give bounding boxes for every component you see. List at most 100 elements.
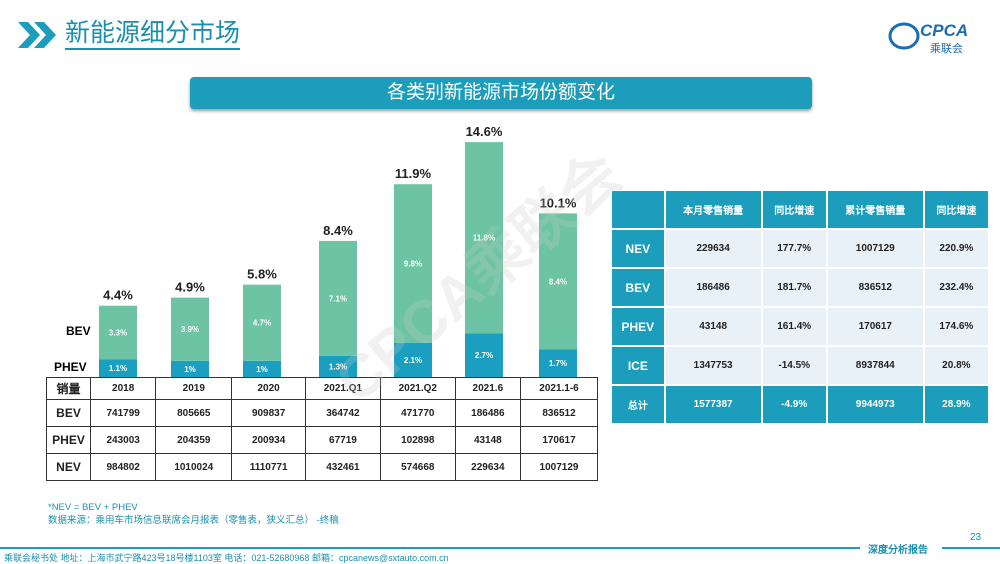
- table-row: PHEV 43148 161.4% 170617 174.6%: [612, 308, 988, 345]
- table-cell: 232.4%: [924, 269, 988, 306]
- table-cell: 170617: [520, 426, 598, 454]
- double-chevron-icon: [18, 22, 56, 48]
- table-header-row: 销量 2018 2019 2020 2021.Q1 2021.Q2 2021.6 2021.1…: [46, 377, 598, 400]
- stacked-bar-chart: 1.1% 3.3% 4.4% 1% 3.9% 4.9% 1% 4.7% 5.8% 1.3% 7.1%…: [99, 124, 577, 377]
- table-cell: 102898: [379, 426, 456, 454]
- table-cell: 累计零售销量: [827, 191, 923, 228]
- bar-phev: [99, 359, 137, 377]
- data-label-phev: 2.7%: [475, 351, 493, 360]
- table-cell: 741799: [89, 399, 157, 427]
- bar-phev: [171, 360, 209, 377]
- report-label: 深度分析报告: [868, 545, 928, 556]
- data-label-bev: 8.4%: [549, 277, 567, 286]
- table-cell: 2021.Q2: [379, 377, 456, 400]
- table-cell: 177.7%: [762, 230, 826, 267]
- table-cell: 181.7%: [762, 269, 826, 306]
- table-cell: 805665: [155, 399, 233, 427]
- table-row: NEV 229634 177.7% 1007129 220.9%: [612, 230, 988, 267]
- table-cell: 229634: [665, 230, 761, 267]
- page-title: 新能源细分市场: [65, 18, 241, 50]
- table-row: ICE 1347753 -14.5% 8937844 20.8%: [612, 347, 988, 384]
- table-cell: -14.5%: [762, 347, 826, 384]
- table-cell: 28.9%: [924, 386, 988, 423]
- data-label-bev: 7.1%: [329, 294, 347, 303]
- bar-phev: [465, 333, 503, 377]
- bar-bev: [243, 284, 281, 361]
- data-label-phev: 1.7%: [549, 359, 567, 368]
- legend-bev: BEV: [66, 324, 91, 338]
- table-cell: BEV: [612, 269, 664, 306]
- total-label: 8.4%: [323, 223, 353, 238]
- table-header-row: 本月零售销量 同比增速 累计零售销量 同比增速: [612, 191, 988, 228]
- table-cell: 销量: [46, 377, 91, 400]
- table-cell: BEV: [46, 399, 91, 427]
- data-label-bev: 11.8%: [473, 234, 495, 243]
- table-cell: ICE: [612, 347, 664, 384]
- bar-bev: [465, 142, 503, 334]
- table-cell: 1007129: [520, 453, 598, 481]
- bar-bev: [171, 297, 209, 361]
- data-label-phev: 1.1%: [109, 364, 127, 373]
- table-cell: 1010024: [155, 453, 233, 481]
- footer-contact: 乘联会秘书处 地址：上海市武宁路423号18号楼1103室 电话：021-526…: [4, 553, 449, 563]
- page-number: 23: [970, 532, 982, 543]
- table-cell: 170617: [827, 308, 923, 345]
- chart-title-banner: 各类别新能源市场份额变化: [190, 77, 812, 109]
- table-cell: 1577387: [665, 386, 761, 423]
- data-label-phev: 1%: [184, 365, 196, 374]
- data-label-bev: 9.8%: [404, 260, 422, 269]
- table-cell: NEV: [46, 453, 91, 481]
- table-cell: 同比增速: [762, 191, 826, 228]
- table-cell: PHEV: [612, 308, 664, 345]
- table-cell: 984802: [89, 453, 157, 481]
- table-cell: 229634: [454, 453, 522, 481]
- total-label: 4.4%: [103, 288, 133, 303]
- table-cell: 204359: [155, 426, 233, 454]
- table-cell: 1110771: [231, 453, 307, 481]
- table-cell: 186486: [665, 269, 761, 306]
- table-cell: 432461: [305, 453, 381, 481]
- table-cell: 43148: [454, 426, 522, 454]
- data-label-phev: 1%: [256, 365, 268, 374]
- bar-phev: [319, 355, 357, 377]
- bar-phev: [243, 360, 281, 377]
- data-label-phev: 1.3%: [329, 362, 347, 371]
- table-cell: -4.9%: [762, 386, 826, 423]
- table-cell: 2019: [155, 377, 233, 400]
- table-cell: 2021.6: [454, 377, 522, 400]
- bar-phev: [394, 342, 432, 377]
- table-cell: 本月零售销量: [665, 191, 761, 228]
- total-label: 5.8%: [247, 267, 277, 282]
- table-cell: 总计: [612, 386, 664, 423]
- table-cell: 20.8%: [924, 347, 988, 384]
- table-row: BEV 741799 805665 909837 364742 471770 186486 8…: [46, 399, 598, 427]
- table-cell: 同比增速: [924, 191, 988, 228]
- bar-bev: [99, 305, 137, 360]
- table-cell: 220.9%: [924, 230, 988, 267]
- table-cell: 836512: [520, 399, 598, 427]
- note-formula: *NEV = BEV + PHEV: [48, 502, 138, 513]
- table-cell: PHEV: [46, 426, 91, 454]
- total-label: 10.1%: [540, 195, 577, 210]
- total-label: 4.9%: [175, 280, 205, 295]
- table-cell: 243003: [89, 426, 157, 454]
- table-cell: 174.6%: [924, 308, 988, 345]
- footer-divider: [0, 547, 860, 549]
- data-label-bev: 3.3%: [109, 328, 127, 337]
- table-cell: 200934: [231, 426, 307, 454]
- table-cell: 574668: [379, 453, 456, 481]
- svg-text:乘联会: 乘联会: [930, 42, 963, 55]
- table-cell: 1007129: [827, 230, 923, 267]
- legend-phev: PHEV: [54, 360, 87, 374]
- table-cell: 161.4%: [762, 308, 826, 345]
- bar-phev: [539, 349, 577, 377]
- svg-text:CPCA: CPCA: [920, 21, 968, 40]
- table-cell: 8937844: [827, 347, 923, 384]
- cpca-logo: CPCA 乘联会: [886, 16, 986, 56]
- notes: *NEV = BEV + PHEV 数据来源：乘用车市场信息联席会月报表（零售表…: [48, 501, 339, 527]
- table-cell: 364742: [305, 399, 381, 427]
- footer-divider-right: [942, 547, 1000, 549]
- table-row: BEV 186486 181.7% 836512 232.4%: [612, 269, 988, 306]
- table-cell: NEV: [612, 230, 664, 267]
- table-cell: 909837: [231, 399, 307, 427]
